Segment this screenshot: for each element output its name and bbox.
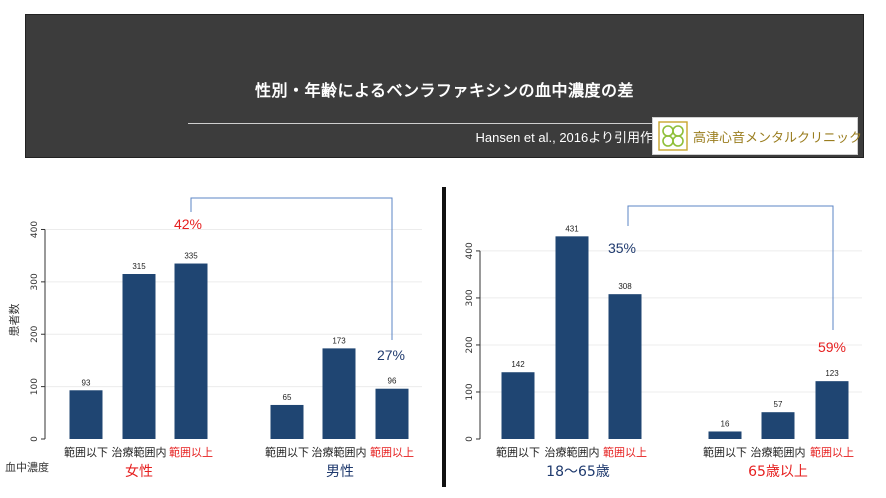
bar bbox=[174, 263, 208, 439]
category-label: 範囲以上 bbox=[370, 445, 414, 459]
group-label: 女性 bbox=[125, 463, 153, 480]
y-tick-label: 0 bbox=[30, 436, 40, 442]
source-citation: Hansen et al., 2016より引用作成 bbox=[475, 130, 667, 145]
y-tick-label: 0 bbox=[465, 436, 475, 442]
bar bbox=[555, 236, 589, 439]
y-tick-label: 300 bbox=[30, 273, 40, 290]
bar-value-label: 335 bbox=[184, 252, 198, 261]
bar bbox=[815, 381, 849, 439]
bar-value-label: 57 bbox=[774, 400, 783, 409]
bar-value-label: 308 bbox=[618, 282, 632, 291]
bar-value-label: 65 bbox=[283, 393, 292, 402]
category-label: 治療範囲内 bbox=[751, 445, 806, 459]
bar bbox=[270, 404, 304, 439]
y-axis-label: 患者数 bbox=[8, 304, 21, 337]
category-label: 範囲以上 bbox=[603, 445, 647, 459]
clover-logo-icon bbox=[658, 121, 688, 151]
y-tick-label: 200 bbox=[465, 336, 475, 353]
category-label: 範囲以下 bbox=[703, 445, 747, 459]
group-label: 男性 bbox=[326, 464, 354, 480]
y-tick-label: 100 bbox=[30, 378, 40, 395]
percentage-annotation: 42% bbox=[174, 216, 202, 232]
y-tick-label: 100 bbox=[465, 383, 475, 400]
bar-value-label: 96 bbox=[388, 377, 397, 386]
percentage-annotation: 35% bbox=[608, 240, 636, 256]
y-tick-label: 400 bbox=[30, 221, 40, 238]
bar bbox=[375, 388, 409, 439]
bar-value-label: 123 bbox=[825, 369, 839, 378]
category-label: 治療範囲内 bbox=[312, 445, 367, 459]
bar-value-label: 16 bbox=[721, 419, 730, 428]
clinic-logo-box: 高津心音メンタルクリニック bbox=[652, 117, 862, 155]
panel-divider bbox=[442, 187, 446, 487]
clinic-name: 高津心音メンタルクリニック bbox=[693, 131, 863, 146]
comparison-bracket bbox=[190, 197, 393, 340]
bar-value-label: 173 bbox=[332, 336, 346, 345]
bar-value-label: 431 bbox=[565, 224, 579, 233]
comparison-bracket bbox=[627, 205, 834, 330]
category-label: 範囲以上 bbox=[169, 445, 213, 459]
y-tick-label: 300 bbox=[465, 289, 475, 306]
title-underline bbox=[188, 123, 753, 124]
group-label: 18〜65歳 bbox=[546, 464, 610, 480]
y-tick-label: 200 bbox=[30, 325, 40, 342]
bar bbox=[708, 431, 742, 439]
bar bbox=[69, 390, 103, 439]
group-label: 65歳以上 bbox=[748, 464, 808, 480]
percentage-annotation: 27% bbox=[377, 347, 405, 363]
bar bbox=[761, 412, 795, 439]
category-label: 範囲以下 bbox=[496, 445, 540, 459]
percentage-annotation: 59% bbox=[818, 339, 846, 355]
x-axis-label: 血中濃度 bbox=[5, 460, 49, 474]
bar bbox=[322, 348, 356, 439]
category-label: 治療範囲内 bbox=[545, 445, 600, 459]
bar-value-label: 93 bbox=[82, 378, 91, 387]
header-panel: 性別・年齢によるベンラファキシンの血中濃度の差 bbox=[25, 14, 864, 158]
bar bbox=[608, 294, 642, 439]
bar-value-label: 142 bbox=[511, 360, 525, 369]
bar bbox=[122, 274, 156, 439]
bar bbox=[501, 372, 535, 439]
page-title: 性別・年齢によるベンラファキシンの血中濃度の差 bbox=[254, 81, 635, 100]
category-label: 範囲以上 bbox=[810, 445, 854, 459]
category-label: 範囲以下 bbox=[64, 445, 108, 459]
y-tick-label: 400 bbox=[465, 242, 475, 259]
bar-value-label: 315 bbox=[132, 262, 146, 271]
category-label: 治療範囲内 bbox=[112, 445, 167, 459]
category-label: 範囲以下 bbox=[265, 445, 309, 459]
